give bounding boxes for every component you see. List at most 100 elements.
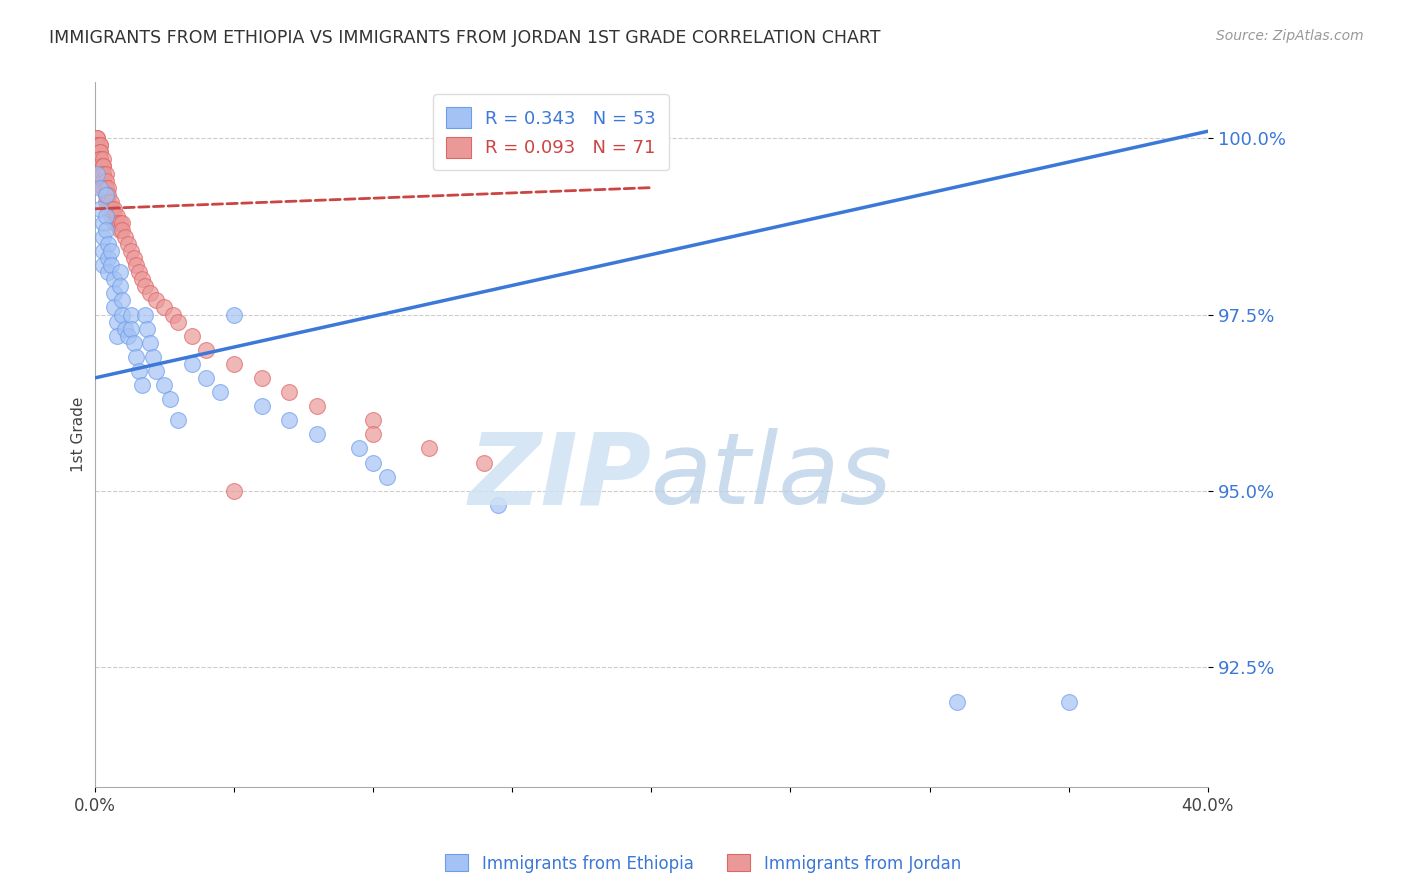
Point bbox=[100, 258, 122, 272]
Point bbox=[91, 216, 114, 230]
Text: atlas: atlas bbox=[651, 428, 893, 525]
Point bbox=[103, 301, 125, 315]
Y-axis label: 1st Grade: 1st Grade bbox=[72, 397, 86, 472]
Point bbox=[250, 399, 273, 413]
Point bbox=[97, 237, 120, 252]
Point bbox=[94, 187, 117, 202]
Point bbox=[122, 251, 145, 265]
Point bbox=[153, 378, 176, 392]
Point bbox=[136, 321, 159, 335]
Point bbox=[100, 194, 122, 209]
Point bbox=[162, 308, 184, 322]
Point bbox=[134, 279, 156, 293]
Point bbox=[250, 371, 273, 385]
Point bbox=[89, 153, 111, 167]
Point bbox=[111, 293, 134, 308]
Point bbox=[128, 364, 150, 378]
Point bbox=[194, 371, 217, 385]
Point bbox=[128, 265, 150, 279]
Point bbox=[86, 131, 108, 145]
Point bbox=[89, 160, 111, 174]
Point bbox=[91, 258, 114, 272]
Point bbox=[86, 138, 108, 153]
Point bbox=[117, 328, 139, 343]
Point bbox=[145, 293, 167, 308]
Point bbox=[91, 173, 114, 187]
Point bbox=[89, 145, 111, 160]
Point bbox=[94, 194, 117, 209]
Point bbox=[100, 209, 122, 223]
Point bbox=[108, 223, 131, 237]
Point bbox=[131, 272, 153, 286]
Text: ZIP: ZIP bbox=[468, 428, 651, 525]
Point bbox=[111, 216, 134, 230]
Point bbox=[89, 145, 111, 160]
Point bbox=[125, 258, 148, 272]
Point bbox=[91, 160, 114, 174]
Point bbox=[222, 308, 245, 322]
Legend: Immigrants from Ethiopia, Immigrants from Jordan: Immigrants from Ethiopia, Immigrants fro… bbox=[439, 847, 967, 880]
Point bbox=[86, 145, 108, 160]
Text: Source: ZipAtlas.com: Source: ZipAtlas.com bbox=[1216, 29, 1364, 44]
Point bbox=[361, 427, 384, 442]
Point bbox=[222, 357, 245, 371]
Point bbox=[122, 335, 145, 350]
Point bbox=[946, 695, 969, 709]
Point bbox=[103, 286, 125, 301]
Point bbox=[89, 153, 111, 167]
Point bbox=[94, 167, 117, 181]
Point bbox=[278, 385, 301, 400]
Point bbox=[120, 308, 142, 322]
Point bbox=[472, 456, 495, 470]
Point bbox=[418, 442, 440, 456]
Point bbox=[361, 456, 384, 470]
Point bbox=[181, 328, 204, 343]
Point bbox=[86, 145, 108, 160]
Point bbox=[153, 301, 176, 315]
Point bbox=[125, 350, 148, 364]
Point bbox=[91, 173, 114, 187]
Point bbox=[167, 315, 190, 329]
Point bbox=[167, 413, 190, 427]
Point bbox=[100, 202, 122, 216]
Point bbox=[97, 202, 120, 216]
Point bbox=[307, 399, 329, 413]
Point bbox=[91, 180, 114, 194]
Point bbox=[91, 153, 114, 167]
Point bbox=[86, 138, 108, 153]
Point bbox=[105, 315, 128, 329]
Point bbox=[131, 378, 153, 392]
Point bbox=[97, 194, 120, 209]
Point bbox=[142, 350, 165, 364]
Point bbox=[375, 469, 398, 483]
Point bbox=[111, 223, 134, 237]
Point bbox=[91, 244, 114, 258]
Point bbox=[94, 209, 117, 223]
Point bbox=[103, 272, 125, 286]
Point bbox=[134, 308, 156, 322]
Point bbox=[94, 223, 117, 237]
Point bbox=[120, 244, 142, 258]
Point bbox=[111, 308, 134, 322]
Point bbox=[91, 167, 114, 181]
Point bbox=[108, 265, 131, 279]
Point bbox=[105, 209, 128, 223]
Point bbox=[100, 244, 122, 258]
Point bbox=[89, 138, 111, 153]
Point bbox=[278, 413, 301, 427]
Point bbox=[208, 385, 231, 400]
Point bbox=[89, 167, 111, 181]
Point bbox=[97, 187, 120, 202]
Point bbox=[361, 413, 384, 427]
Point bbox=[97, 180, 120, 194]
Point bbox=[139, 335, 162, 350]
Point bbox=[91, 180, 114, 194]
Text: IMMIGRANTS FROM ETHIOPIA VS IMMIGRANTS FROM JORDAN 1ST GRADE CORRELATION CHART: IMMIGRANTS FROM ETHIOPIA VS IMMIGRANTS F… bbox=[49, 29, 880, 47]
Point bbox=[108, 216, 131, 230]
Point bbox=[108, 279, 131, 293]
Point bbox=[91, 230, 114, 244]
Legend: R = 0.343   N = 53, R = 0.093   N = 71: R = 0.343 N = 53, R = 0.093 N = 71 bbox=[433, 95, 669, 170]
Point bbox=[89, 180, 111, 194]
Point bbox=[86, 167, 108, 181]
Point bbox=[94, 187, 117, 202]
